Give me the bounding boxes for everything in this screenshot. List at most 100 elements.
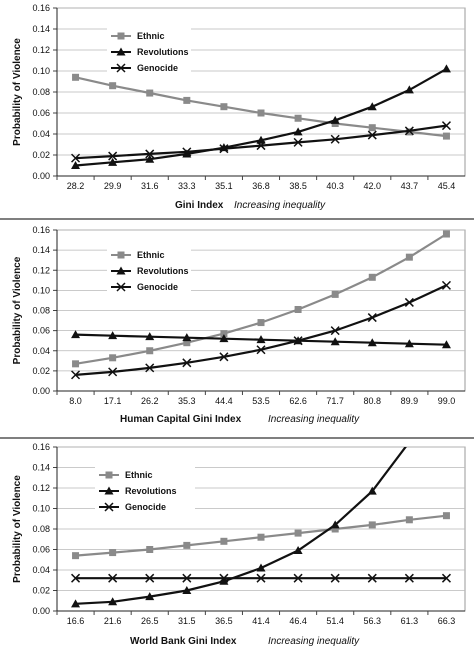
legend-swatch-marker <box>117 32 125 40</box>
y-tick-label: 0.02 <box>32 366 50 376</box>
y-axis-label: Probability of Violence <box>12 38 23 146</box>
legend-swatch-marker <box>104 502 114 512</box>
y-tick-label: 0.04 <box>32 346 50 356</box>
x-tick-label: 33.3 <box>178 181 196 191</box>
data-point-revolutions <box>367 338 377 347</box>
x-tick-label: 26.5 <box>141 616 159 626</box>
data-point-revolutions <box>145 154 155 163</box>
data-point-revolutions <box>219 334 229 343</box>
x-tick-label: 62.6 <box>289 396 307 406</box>
data-point-revolutions <box>71 330 81 339</box>
data-point-ethnic <box>442 230 450 238</box>
data-point-revolutions <box>71 599 81 608</box>
data-point-genocide <box>404 573 414 583</box>
plot-series-group <box>71 230 451 380</box>
data-point-ethnic <box>109 354 117 362</box>
legend-swatch-marker <box>104 486 114 495</box>
x-axis-note: Increasing inequality <box>234 200 326 211</box>
y-tick-label: 0.08 <box>32 87 50 97</box>
x-tick-label: 31.6 <box>141 181 159 191</box>
data-point-revolutions <box>256 135 266 144</box>
y-axis-label: Probability of Violence <box>12 475 23 583</box>
data-point-revolutions <box>441 340 451 349</box>
data-point-genocide <box>256 345 266 355</box>
data-point-genocide <box>404 126 414 136</box>
data-point-genocide <box>145 149 155 159</box>
y-tick-label: 0.16 <box>32 225 50 235</box>
data-point-genocide <box>145 573 155 583</box>
legend-label-revolutions: Revolutions <box>137 266 189 276</box>
data-point-genocide <box>367 130 377 140</box>
x-tick-label: 31.5 <box>178 616 196 626</box>
legend-label-genocide: Genocide <box>137 63 178 73</box>
data-point-genocide <box>293 137 303 147</box>
legend: Ethnic Revolutions Genocide <box>107 246 191 298</box>
y-tick-label: 0.08 <box>32 524 50 534</box>
data-point-genocide <box>367 313 377 323</box>
data-point-genocide <box>330 573 340 583</box>
x-tick-label: 36.8 <box>252 181 270 191</box>
data-point-genocide <box>293 336 303 346</box>
data-point-revolutions <box>108 157 118 166</box>
plot-series-group <box>71 64 451 169</box>
x-tick-label: 43.7 <box>401 181 419 191</box>
chart-panel-2: 0.00 0.02 0.04 0.06 0.08 0.10 0.12 0.14 0.16 8.0 1… <box>12 225 466 425</box>
data-point-revolutions <box>330 115 340 124</box>
x-tick-label: 17.1 <box>104 396 122 406</box>
data-point-ethnic <box>72 552 80 560</box>
y-tick-label: 0.16 <box>32 442 50 452</box>
data-point-ethnic <box>257 533 265 541</box>
data-point-genocide <box>108 367 118 377</box>
x-tick-label: 44.4 <box>215 396 233 406</box>
legend-label-ethnic: Ethnic <box>137 31 165 41</box>
data-point-revolutions <box>145 332 155 341</box>
data-point-revolutions <box>293 546 303 555</box>
y-tick-label: 0.12 <box>32 483 50 493</box>
y-tick-label: 0.10 <box>32 66 50 76</box>
x-tick-label: 16.6 <box>67 616 85 626</box>
x-tick-label: 36.5 <box>215 616 233 626</box>
x-tick-label: 89.9 <box>401 396 419 406</box>
x-axis-label: Human Capital Gini Index <box>120 414 242 425</box>
x-tick-label: 8.0 <box>69 396 82 406</box>
y-tick-label: 0.04 <box>32 129 50 139</box>
data-point-genocide <box>404 297 414 307</box>
data-point-revolutions <box>330 520 340 529</box>
y-tick-label: 0.08 <box>32 306 50 316</box>
data-point-genocide <box>71 153 81 163</box>
legend-swatch-marker <box>116 266 126 275</box>
x-tick-label: 46.4 <box>289 616 307 626</box>
data-point-revolutions <box>293 127 303 136</box>
data-point-ethnic <box>109 549 117 557</box>
data-point-ethnic <box>405 516 413 524</box>
y-tick-label: 0.00 <box>32 171 50 181</box>
y-tick-label: 0.04 <box>32 565 50 575</box>
x-tick-label: 35.1 <box>215 181 233 191</box>
data-point-revolutions <box>108 597 118 606</box>
data-point-genocide <box>256 573 266 583</box>
y-tick-label: 0.16 <box>32 3 50 13</box>
data-point-genocide <box>108 151 118 161</box>
x-tick-label: 28.2 <box>67 181 85 191</box>
y-tick-label: 0.00 <box>32 386 50 396</box>
data-point-genocide <box>219 352 229 362</box>
x-tick-label: 71.7 <box>326 396 344 406</box>
data-point-genocide <box>441 573 451 583</box>
data-point-genocide <box>182 573 192 583</box>
x-tick-label: 38.5 <box>289 181 307 191</box>
data-point-ethnic <box>442 132 450 140</box>
data-point-revolutions <box>256 335 266 344</box>
legend-label-ethnic: Ethnic <box>137 250 165 260</box>
data-point-revolutions <box>108 331 118 340</box>
legend-swatch-marker <box>117 251 125 259</box>
x-tick-label: 21.6 <box>104 616 122 626</box>
y-tick-label: 0.06 <box>32 545 50 555</box>
data-point-revolutions <box>404 85 414 94</box>
y-tick-label: 0.02 <box>32 586 50 596</box>
chart-panel-1: 0.00 0.02 0.04 0.06 0.08 0.10 0.12 0.14 0.16 28.2… <box>12 3 466 211</box>
data-point-revolutions <box>367 102 377 111</box>
legend: Ethnic Revolutions Genocide <box>107 27 191 79</box>
x-tick-label: 41.4 <box>252 616 270 626</box>
y-tick-label: 0.06 <box>32 326 50 336</box>
data-point-genocide <box>182 147 192 157</box>
